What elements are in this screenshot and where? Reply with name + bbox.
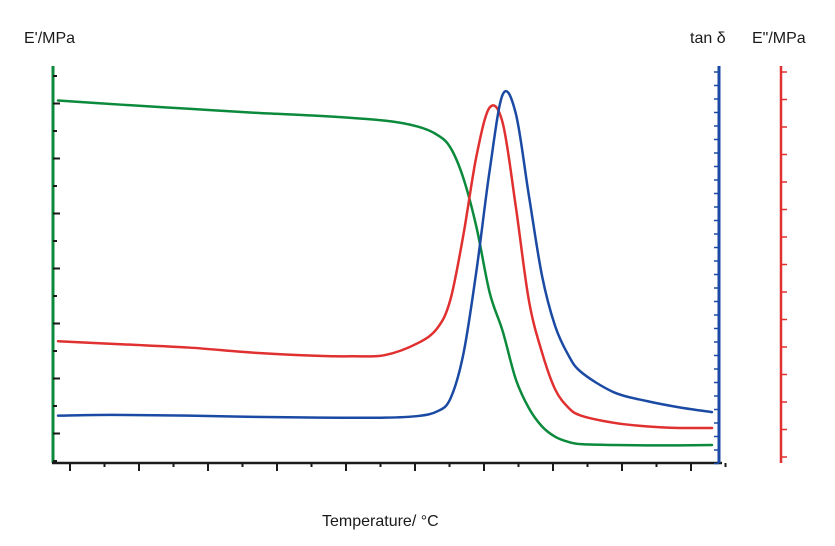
- y-axis-right-inner-label: tan δ: [690, 30, 726, 47]
- y-axis-left-label: E'/MPa: [24, 30, 76, 47]
- series-group: [56, 89, 714, 447]
- series-line-storage-modulus: [56, 99, 714, 447]
- series-line-tan-delta: [56, 89, 714, 420]
- axes-group: [51, 66, 787, 471]
- y-axis-right-outer-label: E"/MPa: [752, 30, 806, 47]
- x-axis-label: Temperature/ °C: [322, 513, 439, 530]
- series-line-loss-modulus: [56, 104, 714, 430]
